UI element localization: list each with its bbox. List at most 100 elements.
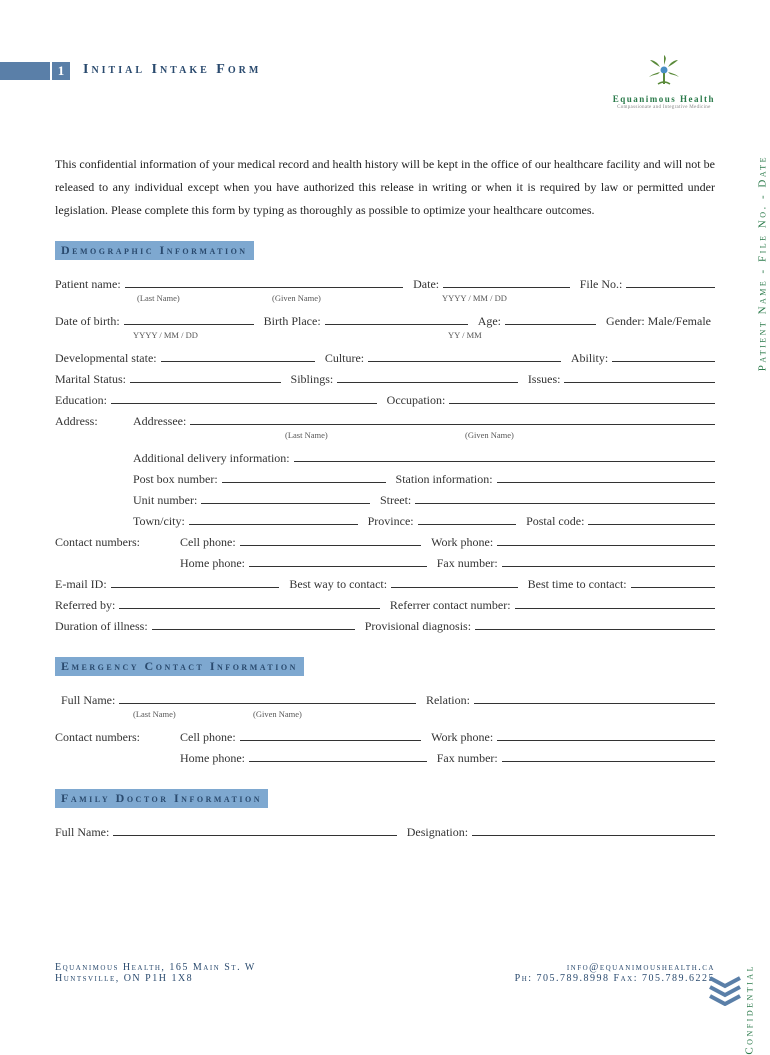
input-duration[interactable]: [152, 616, 355, 630]
label-street: Street:: [380, 493, 415, 508]
row-em-name: Full Name: Relation:: [55, 690, 715, 708]
input-home[interactable]: [249, 553, 427, 567]
label-marital: Marital Status:: [55, 372, 130, 387]
input-culture[interactable]: [368, 348, 561, 362]
input-ability[interactable]: [612, 348, 715, 362]
side-label-bottom: Confidential: [744, 964, 756, 1055]
label-delivery: Additional delivery information:: [133, 451, 294, 466]
label-contacts: Contact numbers:: [55, 535, 160, 550]
footer-left: Equanimous Health, 165 Main St. W Huntsv…: [55, 962, 256, 984]
label-siblings: Siblings:: [291, 372, 338, 387]
label-designation: Designation:: [407, 825, 472, 840]
label-duration: Duration of illness:: [55, 619, 152, 634]
input-em-fax[interactable]: [502, 748, 715, 762]
header-accent-bar: [0, 62, 50, 80]
row-contacts-2: Home phone: Fax number:: [55, 553, 715, 571]
input-em-work[interactable]: [497, 727, 715, 741]
label-unit: Unit number:: [133, 493, 201, 508]
input-relation[interactable]: [474, 690, 715, 704]
input-best-way[interactable]: [391, 574, 518, 588]
input-pobox[interactable]: [222, 469, 386, 483]
row-hints-3: (Last Name) (Given Name): [55, 430, 715, 440]
input-province[interactable]: [418, 511, 516, 525]
label-em-contacts: Contact numbers:: [55, 730, 160, 745]
input-education[interactable]: [111, 390, 377, 404]
label-work: Work phone:: [431, 535, 497, 550]
input-work[interactable]: [497, 532, 715, 546]
row-hints-4: (Last Name) (Given Name): [55, 709, 715, 719]
label-station: Station information:: [396, 472, 497, 487]
input-em-full-name[interactable]: [119, 690, 416, 704]
input-patient-name[interactable]: [125, 274, 403, 288]
row-unit: Unit number: Street:: [55, 490, 715, 508]
input-postal[interactable]: [588, 511, 715, 525]
input-em-cell[interactable]: [240, 727, 422, 741]
input-email[interactable]: [111, 574, 280, 588]
label-birth-place: Birth Place:: [264, 314, 325, 329]
input-date[interactable]: [443, 274, 570, 288]
row-referred: Referred by: Referrer contact number:: [55, 595, 715, 613]
footer-right: info@equanimoushealth.ca Ph: 705.789.899…: [515, 962, 715, 984]
input-issues[interactable]: [564, 369, 715, 383]
row-patient-name: Patient name: Date: File No.:: [55, 274, 715, 292]
intro-text: This confidential information of your me…: [55, 153, 715, 221]
label-dr-full-name: Full Name:: [55, 825, 113, 840]
row-hints-1: (Last Name) (Given Name) YYYY / MM / DD: [55, 293, 715, 303]
page-container: 1 Initial Intake Form Equanimous Health …: [0, 0, 770, 883]
label-em-work: Work phone:: [431, 730, 497, 745]
input-em-home[interactable]: [249, 748, 427, 762]
row-contacts-1: Contact numbers: Cell phone: Work phone:: [55, 532, 715, 550]
input-diagnosis[interactable]: [475, 616, 715, 630]
input-town[interactable]: [189, 511, 358, 525]
input-occupation[interactable]: [449, 390, 715, 404]
row-marital: Marital Status: Siblings: Issues:: [55, 369, 715, 387]
input-age[interactable]: [505, 311, 596, 325]
label-issues: Issues:: [528, 372, 565, 387]
hint-given-name-2: (Given Name): [465, 430, 514, 440]
label-gender: Gender: Male/Female: [606, 314, 715, 329]
input-addressee[interactable]: [190, 411, 715, 425]
label-email: E-mail ID:: [55, 577, 111, 592]
label-ref-contact: Referrer contact number:: [390, 598, 515, 613]
hint-age-fmt: YY / MM: [448, 330, 482, 340]
input-fax[interactable]: [502, 553, 715, 567]
input-birth-place[interactable]: [325, 311, 468, 325]
label-best-time: Best time to contact:: [528, 577, 631, 592]
hint-last-name-3: (Last Name): [133, 709, 253, 719]
input-cell[interactable]: [240, 532, 422, 546]
label-file-no: File No.:: [580, 277, 627, 292]
input-siblings[interactable]: [337, 369, 518, 383]
footer-email: info@equanimoushealth.ca: [515, 962, 715, 973]
input-street[interactable]: [415, 490, 715, 504]
row-town: Town/city: Province: Postal code:: [55, 511, 715, 529]
label-age: Age:: [478, 314, 505, 329]
input-unit[interactable]: [201, 490, 370, 504]
input-dr-full-name[interactable]: [113, 822, 396, 836]
brand-logo: Equanimous Health Compassionate and Inte…: [613, 50, 715, 110]
label-diagnosis: Provisional diagnosis:: [365, 619, 475, 634]
input-dev-state[interactable]: [161, 348, 315, 362]
label-dev-state: Developmental state:: [55, 351, 161, 366]
row-dob: Date of birth: Birth Place: Age: Gender:…: [55, 311, 715, 329]
footer-phone: Ph: 705.789.8998 Fax: 705.789.6225: [515, 973, 715, 984]
row-em-contacts-2: Home phone: Fax number:: [55, 748, 715, 766]
input-station[interactable]: [497, 469, 715, 483]
input-delivery[interactable]: [294, 448, 715, 462]
input-best-time[interactable]: [631, 574, 715, 588]
section-doctor: Family Doctor Information: [55, 789, 268, 808]
row-em-contacts-1: Contact numbers: Cell phone: Work phone:: [55, 727, 715, 745]
input-ref-contact[interactable]: [515, 595, 715, 609]
label-pobox: Post box number:: [133, 472, 222, 487]
input-designation[interactable]: [472, 822, 715, 836]
input-file-no[interactable]: [626, 274, 715, 288]
label-town: Town/city:: [133, 514, 189, 529]
input-dob[interactable]: [124, 311, 254, 325]
input-referred[interactable]: [119, 595, 380, 609]
chevron-down-icon: [708, 976, 742, 1006]
input-marital[interactable]: [130, 369, 281, 383]
hint-dob-fmt: YYYY / MM / DD: [133, 330, 253, 340]
label-ability: Ability:: [571, 351, 612, 366]
row-dr-name: Full Name: Designation:: [55, 822, 715, 840]
label-em-cell: Cell phone:: [180, 730, 240, 745]
hint-last-name: (Last Name): [137, 293, 212, 303]
